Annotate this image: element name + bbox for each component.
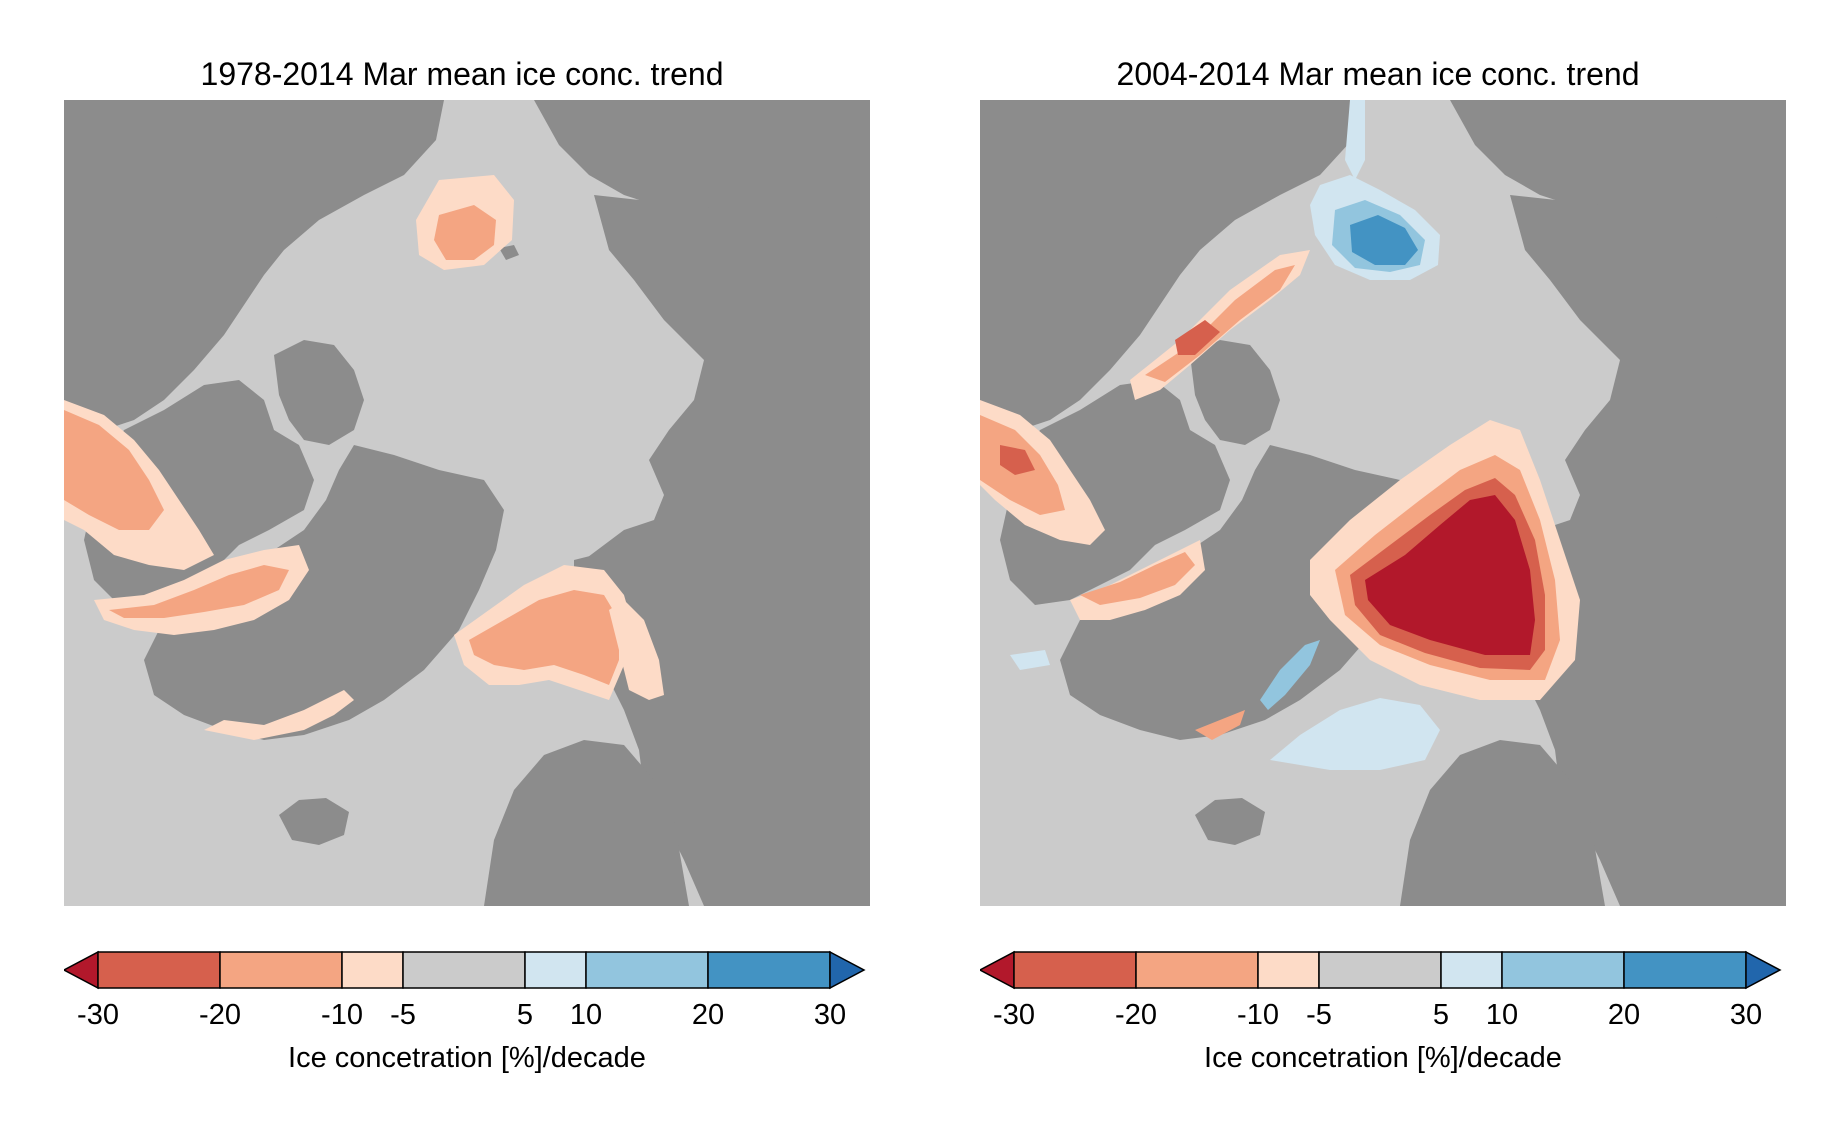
trend-bering-sea-mid — [434, 205, 496, 260]
land-greenland — [144, 445, 504, 740]
trend-baffin-mid — [109, 565, 289, 618]
trend-baffin-blue — [1010, 650, 1050, 670]
land-ellesmere — [274, 340, 364, 445]
trend-labrador-mid — [64, 410, 164, 530]
land-iceland — [1195, 798, 1265, 845]
colorbar-svg — [980, 950, 1782, 990]
panel-title: 1978-2014 Mar mean ice conc. trend — [200, 56, 724, 92]
land-masses — [980, 100, 1786, 906]
colorbar-bin-2 — [1135, 951, 1259, 989]
trend-kara-light — [609, 600, 664, 700]
trend-contours — [980, 100, 1580, 770]
trend-barents-mid — [469, 590, 619, 685]
tick-label: 20 — [1607, 999, 1641, 1031]
land-wrangel — [499, 245, 519, 260]
land-alaska-canada — [980, 100, 1360, 430]
tick-label: -20 — [199, 999, 241, 1031]
land-chukotka — [534, 100, 870, 250]
tick-label: 10 — [569, 999, 603, 1031]
trend-contours — [64, 175, 664, 740]
colorbar-bin-3 — [1257, 951, 1320, 989]
trend-greenland-east-light — [204, 690, 354, 740]
tick-label: -10 — [321, 999, 363, 1031]
panel-2004-2014: 2004-2014 Mar mean ice conc. trend — [968, 0, 1788, 1134]
tick-label: -30 — [77, 999, 119, 1031]
land-canadian-archipelago — [1000, 380, 1230, 605]
colorbar — [980, 950, 1786, 990]
colorbar-label: Ice concetration [%]/decade — [1204, 1042, 1562, 1074]
trend-greenland-sea-blue — [1260, 640, 1320, 710]
panel-1978-2014: 1978-2014 Mar mean ice conc. trend — [52, 0, 872, 1134]
map-svg — [64, 100, 870, 906]
colorbar-bin-5 — [524, 951, 587, 989]
tick-label: -20 — [1115, 999, 1157, 1031]
colorbar-label: Ice concetration [%]/decade — [288, 1042, 646, 1074]
tick-label: -10 — [1237, 999, 1279, 1031]
trend-barents-under-red — [1365, 495, 1535, 655]
trend-baffin-mid — [1080, 552, 1195, 605]
colorbar-bin-7 — [1623, 951, 1747, 989]
tick-label: 20 — [691, 999, 725, 1031]
colorbar-svg — [64, 950, 866, 990]
trend-bering-dark-blue — [1350, 215, 1418, 265]
colorbar-under-arrow — [64, 950, 99, 990]
colorbar-bin-5 — [1440, 951, 1503, 989]
colorbar-bin-1 — [97, 951, 221, 989]
trend-labrador-dark — [1000, 445, 1035, 475]
colorbar-bin-7 — [707, 951, 831, 989]
panel-title: 2004-2014 Mar mean ice conc. trend — [1116, 56, 1640, 92]
tick-label: 30 — [813, 999, 847, 1031]
land-siberia — [564, 195, 870, 906]
tick-label: -5 — [1306, 999, 1332, 1031]
colorbar-bin-4 — [402, 951, 526, 989]
colorbar — [64, 950, 870, 990]
arctic-trend-map — [64, 100, 870, 906]
land-scandinavia — [1400, 740, 1605, 906]
colorbar-bin-1 — [1013, 951, 1137, 989]
colorbar-over-arrow — [829, 950, 866, 990]
trend-beaufort-dark — [1175, 320, 1220, 355]
colorbar-under-arrow — [980, 950, 1015, 990]
colorbar-bin-4 — [1318, 951, 1442, 989]
land-masses — [64, 100, 870, 906]
colorbar-bin-3 — [341, 951, 404, 989]
land-siberia — [1480, 195, 1786, 906]
tick-label: 5 — [1432, 999, 1450, 1031]
land-scandinavia — [484, 740, 689, 906]
tick-label: -5 — [390, 999, 416, 1031]
tick-label: 5 — [516, 999, 534, 1031]
land-alaska-canada — [64, 100, 444, 430]
tick-label: 10 — [1485, 999, 1519, 1031]
land-iceland — [279, 798, 349, 845]
map-svg — [980, 100, 1786, 906]
land-ellesmere — [1190, 340, 1280, 445]
arctic-trend-map — [980, 100, 1786, 906]
trend-greenland-east-red — [1195, 710, 1245, 740]
tick-label: 30 — [1729, 999, 1763, 1031]
land-greenland — [1060, 445, 1420, 740]
tick-label: -30 — [993, 999, 1035, 1031]
colorbar-bin-2 — [219, 951, 343, 989]
colorbar-over-arrow — [1745, 950, 1782, 990]
trend-bering-strait-blue — [1345, 100, 1365, 180]
trend-fram-blue-light — [1270, 698, 1440, 770]
colorbar-bin-6 — [585, 951, 709, 989]
colorbar-bin-6 — [1501, 951, 1625, 989]
land-chukotka — [1450, 100, 1786, 250]
